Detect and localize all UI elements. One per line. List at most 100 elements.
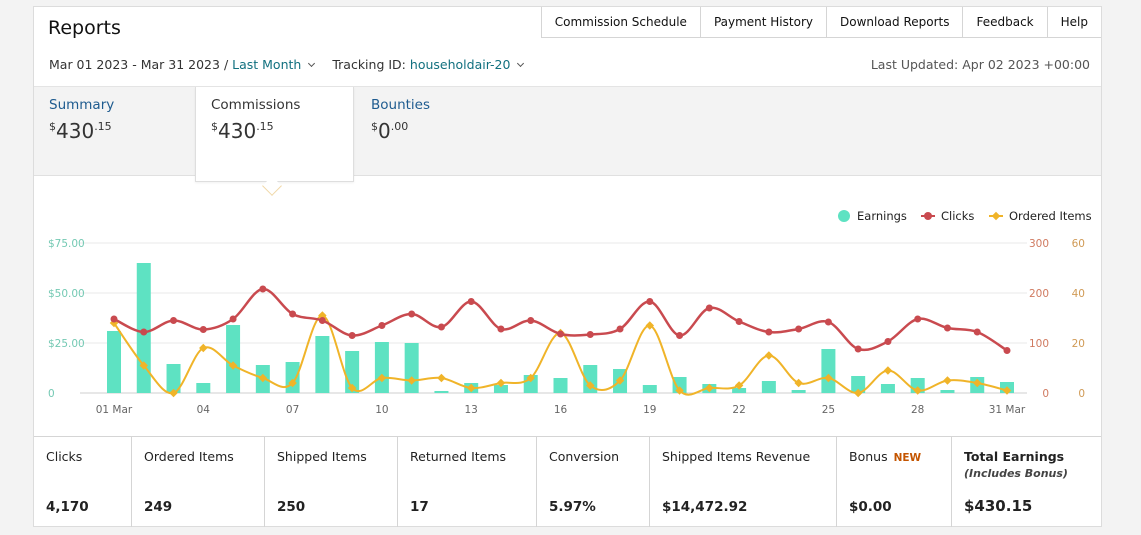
- stat-returned-value: 17: [410, 499, 429, 515]
- earnings-bar: [136, 263, 151, 393]
- ordered-items-point: [734, 381, 744, 390]
- ordered-items-point: [764, 351, 774, 360]
- clicks-point: [467, 298, 475, 305]
- ordered-items-point: [824, 373, 833, 383]
- earnings-bar: [761, 381, 776, 393]
- ordered-items-point: [705, 383, 714, 393]
- stat-clicks: Clicks 4,170: [34, 437, 132, 527]
- stat-ordered-value: 249: [144, 499, 173, 515]
- earnings-bar: [493, 385, 508, 393]
- page-title: Reports: [48, 17, 121, 39]
- clicks-point: [705, 304, 713, 312]
- legend-clicks-swatch: [924, 212, 932, 220]
- ordered-items-point: [199, 343, 208, 353]
- tab-summary-label: Summary: [49, 97, 115, 113]
- x-tick-label: 16: [554, 404, 568, 416]
- ordered-items-point: [794, 378, 803, 388]
- download-reports-link[interactable]: Download Reports: [827, 7, 964, 37]
- earnings-bar: [226, 325, 241, 393]
- legend-label: Earnings: [857, 209, 907, 223]
- stat-returned: Returned Items 17: [398, 437, 537, 527]
- clicks-point: [586, 331, 594, 338]
- stat-shipped-value: 250: [277, 499, 306, 515]
- earnings-bar: [107, 331, 121, 393]
- y-right-clicks-tick: 300: [1029, 238, 1049, 250]
- ordered-items-point: [228, 361, 238, 370]
- ordered-items-point: [526, 373, 535, 383]
- clicks-point: [318, 317, 326, 324]
- y-right-clicks-tick: 200: [1029, 288, 1049, 300]
- clicks-point: [229, 315, 237, 323]
- clicks-point: [437, 323, 445, 331]
- y-left-tick: $50.00: [48, 288, 85, 300]
- reports-panel: Reports Commission Schedule Payment Hist…: [33, 6, 1102, 527]
- stat-total-label: Total Earnings: [964, 449, 1065, 464]
- clicks-point: [765, 328, 773, 336]
- stat-ordered-label: Ordered Items: [144, 449, 234, 464]
- stat-clicks-value: 4,170: [46, 499, 89, 515]
- earnings-bar: [940, 390, 955, 393]
- tab-summary[interactable]: Summary $430.15: [34, 87, 195, 177]
- clicks-point: [527, 317, 535, 324]
- legend-label: Clicks: [941, 209, 974, 223]
- x-tick-label: 31 Mar: [989, 404, 1026, 416]
- chevron-down-icon[interactable]: [308, 59, 316, 67]
- stat-revenue-value: $14,472.92: [662, 499, 748, 515]
- clicks-point: [795, 325, 803, 333]
- help-link[interactable]: Help: [1060, 15, 1088, 29]
- stat-bonus-value: $0.00: [849, 499, 892, 515]
- earnings-bar: [553, 378, 568, 393]
- ordered-items-point: [913, 386, 922, 395]
- period-dropdown[interactable]: Last Month: [232, 57, 302, 72]
- ordered-items-point: [615, 376, 625, 385]
- ordered-items-point: [466, 383, 476, 393]
- payment-history-link[interactable]: Payment History: [701, 7, 827, 37]
- earnings-bar: [672, 377, 687, 393]
- chart-svg: $75.00 300 60$50.00 200 40$25.00 100 200 0 001 M…: [48, 209, 1092, 416]
- clicks-point: [497, 325, 505, 333]
- earnings-bar: [434, 391, 449, 393]
- tracking-id-dropdown[interactable]: householdair-20: [409, 57, 511, 72]
- commission-schedule-link[interactable]: Commission Schedule: [542, 7, 701, 37]
- ordered-items-point: [675, 386, 684, 395]
- earnings-bar: [851, 376, 866, 393]
- clicks-point: [914, 315, 922, 323]
- ordered-items-point: [437, 373, 446, 383]
- clicks-point: [199, 326, 207, 333]
- clicks-point: [557, 330, 564, 338]
- tab-bounties-label: Bounties: [371, 97, 431, 113]
- tab-commissions[interactable]: Commissions $430.15: [195, 87, 354, 182]
- date-range: Mar 01 2023 - Mar 31 2023: [49, 57, 220, 72]
- tab-summary-value: $430.15: [49, 119, 112, 143]
- ordered-items-point: [1002, 386, 1012, 395]
- clicks-point: [824, 318, 832, 326]
- chevron-down-icon[interactable]: [517, 59, 525, 67]
- tab-bounties[interactable]: Bounties $0.00: [356, 87, 516, 177]
- tab-bounties-value: $0.00: [371, 119, 409, 143]
- stat-total: Total Earnings (Includes Bonus) $430.15: [952, 437, 1101, 527]
- feedback-link[interactable]: Feedback: [963, 7, 1048, 37]
- ordered-items-point: [347, 383, 357, 393]
- earnings-bar: [732, 388, 747, 393]
- new-badge: NEW: [893, 452, 922, 464]
- x-tick-label: 25: [822, 404, 835, 416]
- tab-commissions-label: Commissions: [211, 97, 301, 113]
- x-tick-label: 04: [197, 404, 211, 416]
- stat-conversion-value: 5.97%: [549, 499, 596, 515]
- ordered-items-point: [645, 321, 655, 330]
- y-right-items-tick: 60: [1072, 238, 1085, 250]
- clicks-point: [884, 338, 892, 345]
- clicks-point: [616, 325, 624, 333]
- clicks-line: [113, 287, 1008, 352]
- y-right-items-tick: 20: [1072, 338, 1085, 350]
- ordered-items-point: [169, 388, 178, 398]
- ordered-items-point: [407, 376, 416, 385]
- earnings-bar: [196, 383, 211, 393]
- ordered-items-point: [883, 366, 893, 375]
- earnings-bar: [880, 384, 895, 393]
- clicks-point: [943, 324, 951, 332]
- stat-clicks-label: Clicks: [46, 449, 83, 464]
- legend-earnings-swatch: [838, 210, 850, 222]
- clicks-point: [110, 315, 118, 323]
- stat-total-sub: (Includes Bonus): [964, 467, 1068, 480]
